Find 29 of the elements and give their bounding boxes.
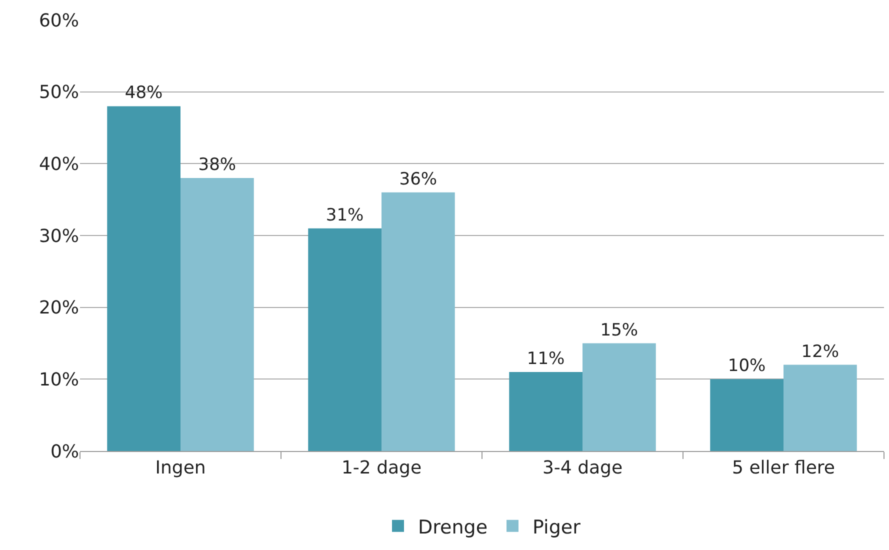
data-label: 12%	[801, 342, 840, 362]
x-tick-label: 1-2 dage	[341, 458, 422, 479]
data-label: 36%	[399, 169, 438, 190]
data-label: 48%	[124, 83, 163, 104]
y-tick-label: 30%	[38, 226, 79, 247]
bar	[180, 178, 254, 451]
bar	[382, 192, 455, 451]
y-tick-label: 20%	[38, 298, 79, 319]
legend-label: Piger	[532, 516, 581, 538]
bar	[308, 228, 382, 451]
data-label: 38%	[198, 155, 236, 176]
y-tick-label: 40%	[38, 154, 79, 175]
y-tick-label: 10%	[38, 369, 79, 390]
y-tick-label: 60%	[38, 10, 79, 32]
data-label: 10%	[728, 356, 766, 376]
y-tick-label: 0%	[50, 441, 79, 462]
bar	[784, 364, 857, 451]
bar	[107, 106, 180, 451]
data-label: 31%	[326, 205, 364, 226]
bar	[582, 343, 656, 451]
data-label: 15%	[600, 320, 638, 340]
y-tick-label: 50%	[38, 82, 79, 104]
legend-label: Drenge	[418, 516, 488, 538]
x-tick-label: 5 eller flere	[732, 458, 835, 479]
x-tick-label: Ingen	[155, 458, 206, 479]
data-label: 11%	[526, 348, 565, 369]
bar	[710, 379, 784, 451]
bar	[509, 372, 582, 451]
x-tick-label: 3-4 dage	[542, 458, 623, 479]
